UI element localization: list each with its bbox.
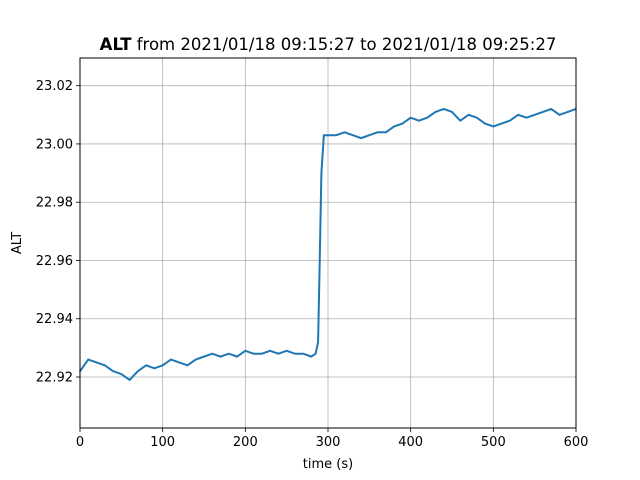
data-point: [550, 108, 552, 110]
data-point: [252, 352, 255, 355]
y-axis-ticks: 22.92 22.94 22.96 22.98 23.00 23.02: [36, 79, 80, 386]
data-point: [323, 134, 325, 137]
x-tick-label: 500: [481, 435, 506, 450]
data-point: [314, 352, 317, 355]
data-point: [484, 122, 486, 125]
data-point: [186, 364, 189, 367]
y-tick-label: 23.00: [36, 137, 73, 152]
data-point: [128, 379, 131, 381]
data-point: [401, 122, 404, 125]
data-point: [442, 108, 445, 110]
x-tick-label: 200: [233, 435, 258, 450]
data-point: [219, 355, 222, 358]
x-tick-label: 0: [76, 435, 84, 450]
x-axis-ticks: 0 100 200 300 400 500 600: [76, 428, 589, 450]
y-axis-label: ALT: [10, 232, 25, 254]
data-point: [112, 370, 114, 372]
data-point: [434, 111, 437, 113]
data-point: [269, 349, 271, 352]
chart-title-bold: ALT: [100, 35, 133, 54]
data-point: [170, 358, 172, 361]
y-tick-label: 22.92: [36, 371, 73, 386]
data-layer: [79, 107, 577, 381]
x-axis-label: time (s): [303, 457, 353, 472]
data-point: [376, 131, 379, 134]
data-point: [244, 349, 247, 352]
data-point: [320, 172, 323, 174]
data-point: [302, 352, 305, 355]
data-point: [228, 352, 230, 355]
y-tick-label: 22.96: [36, 254, 73, 269]
data-point: [153, 367, 156, 370]
y-tick-label: 22.98: [36, 196, 73, 211]
data-point: [104, 364, 106, 367]
data-point: [533, 114, 536, 116]
data-point: [318, 259, 321, 262]
data-point: [87, 358, 90, 361]
data-point: [459, 119, 462, 122]
data-point: [120, 373, 123, 375]
data-point: [360, 137, 362, 139]
x-tick-label: 600: [564, 435, 589, 450]
data-point: [509, 119, 511, 122]
chart-title-rest: from 2021/01/18 09:15:27 to 2021/01/18 0…: [131, 35, 556, 54]
data-point: [368, 134, 371, 137]
data-point: [409, 116, 412, 119]
data-point: [476, 116, 478, 119]
grid-lines: [79, 58, 577, 428]
data-point: [352, 134, 354, 137]
data-point: [285, 349, 288, 352]
data-point: [294, 352, 296, 355]
data-point: [277, 352, 280, 355]
data-point: [194, 358, 197, 361]
x-tick-label: 100: [150, 435, 175, 450]
x-tick-label: 400: [398, 435, 423, 450]
data-point: [95, 361, 98, 364]
data-point: [542, 111, 544, 113]
y-tick-label: 22.94: [36, 312, 73, 327]
data-point: [327, 134, 329, 137]
data-point: [203, 355, 205, 358]
data-point: [335, 134, 338, 137]
data-point: [467, 114, 470, 116]
data-point: [558, 114, 561, 116]
data-point: [517, 114, 519, 116]
data-point: [145, 364, 147, 367]
data-point: [236, 355, 238, 358]
data-point: [211, 352, 214, 355]
data-point: [161, 364, 164, 367]
data-point: [393, 125, 395, 128]
data-point: [137, 370, 139, 372]
data-point: [418, 119, 420, 122]
data-point: [451, 111, 453, 113]
data-point: [566, 111, 569, 113]
data-point: [385, 131, 387, 134]
data-point: [500, 122, 503, 125]
data-point: [261, 352, 263, 355]
y-tick-label: 23.02: [36, 79, 73, 94]
data-point: [343, 131, 346, 134]
x-tick-label: 300: [316, 435, 341, 450]
data-point: [492, 125, 495, 128]
data-point: [310, 355, 313, 358]
data-point: [178, 361, 180, 364]
data-point: [317, 341, 319, 343]
data-point: [525, 116, 528, 119]
chart-title: ALT from 2021/01/18 09:15:27 to 2021/01/…: [100, 35, 557, 54]
data-point: [426, 116, 429, 119]
